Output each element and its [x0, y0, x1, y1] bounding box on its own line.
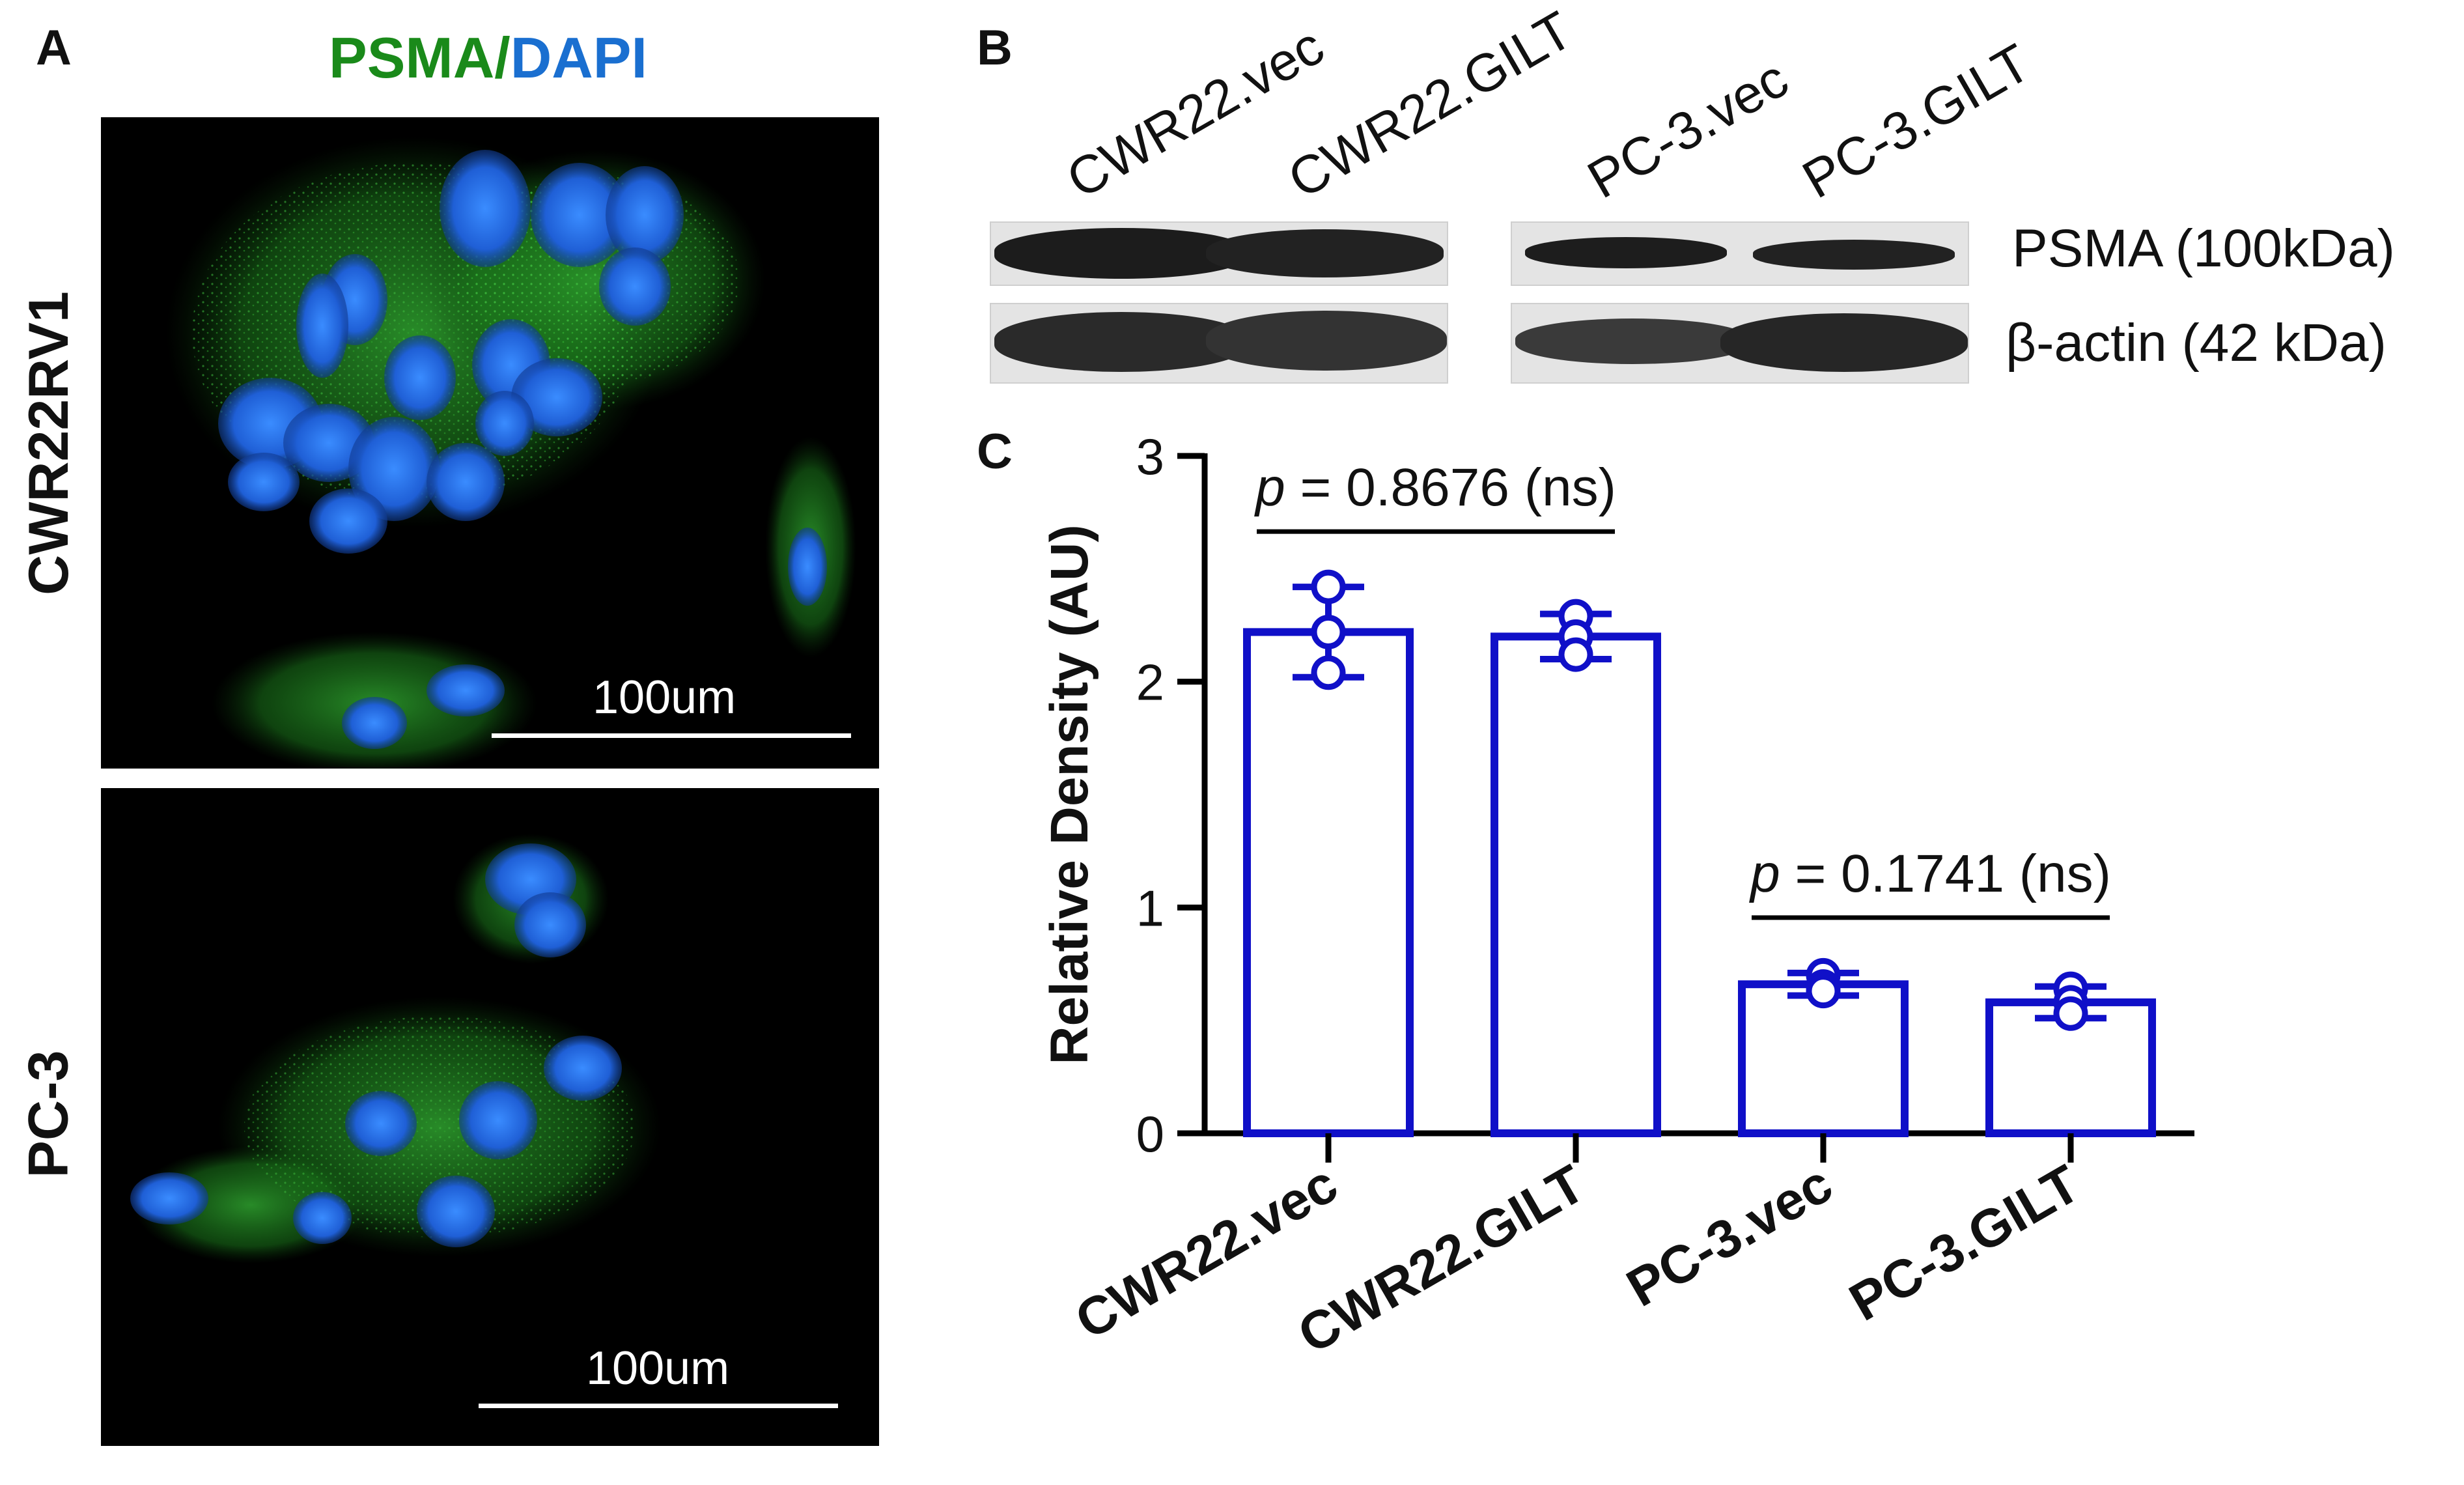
scale-bar-bottom — [479, 1404, 838, 1408]
micrograph-cwr22rv1: 100um — [101, 117, 879, 775]
lane-label-pc3-gilt: PC-3.GILT — [1793, 33, 2041, 210]
blot-actin-cwr22 — [990, 303, 1448, 384]
blot-psma-pc3 — [1511, 221, 1969, 286]
p-value-text: = 0.8676 (ns) — [1285, 458, 1616, 517]
data-point — [1311, 569, 1346, 604]
blot-actin-pc3 — [1511, 303, 1969, 384]
row-label-pc3-wrap: PC-3 — [13, 788, 85, 1439]
data-point — [1558, 637, 1593, 672]
micrograph-pc3-image — [130, 834, 661, 1264]
y-tick-label: 1 — [1136, 879, 1164, 937]
y-tick-label: 3 — [1136, 428, 1164, 485]
p-value-label: p = 0.8676 (ns) — [1253, 458, 1616, 517]
data-point — [1311, 655, 1346, 690]
y-axis-label: Relative Density (AU) — [1040, 524, 1099, 1064]
band-actin-pc3-gilt — [1720, 313, 1968, 372]
panel-c-letter: C — [977, 424, 1013, 479]
p-symbol: p — [1253, 458, 1285, 517]
data-point — [2053, 996, 2088, 1031]
micrograph-pc3: 100um — [101, 788, 879, 1446]
lane-label-cwr22-gilt: CWR22.GILT — [1278, 0, 1582, 210]
band-actin-pc3-vec — [1515, 318, 1750, 364]
data-point — [1311, 614, 1346, 649]
micrograph-cwr22rv1-image — [166, 137, 856, 775]
scale-bar-label-bottom: 100um — [586, 1342, 730, 1394]
row-label-cwr22rv1: CWR22RV1 — [17, 290, 80, 595]
panel-a-title: PSMA/DAPI — [329, 25, 647, 91]
title-separator: / — [494, 25, 511, 90]
p-value-label: p = 0.1741 (ns) — [1748, 844, 2111, 903]
band-label-actin: β-actin (42 kDa) — [2006, 313, 2387, 373]
y-tick-label: 2 — [1136, 654, 1164, 711]
panel-b-letter: B — [977, 20, 1013, 76]
scale-bar-label-top: 100um — [593, 672, 736, 724]
y-tick-label: 0 — [1136, 1105, 1164, 1163]
x-tick-label: PC-3.vec — [1617, 1154, 1842, 1318]
p-value-text: = 0.1741 (ns) — [1780, 844, 2111, 903]
row-label-pc3: PC-3 — [17, 1050, 80, 1178]
panel-a-letter: A — [36, 20, 72, 76]
scale-bar-top — [492, 733, 851, 738]
lane-label-pc3-vec: PC-3.vec — [1578, 48, 1799, 210]
p-symbol: p — [1748, 844, 1780, 903]
blot-psma-cwr22 — [990, 221, 1448, 286]
x-tick-label: PC-3.GILT — [1840, 1154, 2090, 1333]
dapi-label: DAPI — [510, 25, 647, 90]
band-psma-pc3-vec — [1525, 237, 1727, 268]
band-actin-cwr22-gilt — [1206, 311, 1447, 371]
bar — [1243, 628, 1414, 1137]
psma-label: PSMA — [329, 25, 495, 90]
band-psma-cwr22-gilt — [1206, 229, 1444, 277]
band-psma-pc3-gilt — [1753, 240, 1955, 270]
bar — [1491, 632, 1661, 1138]
data-point — [1806, 974, 1841, 1009]
row-label-cwr22rv1-wrap: CWR22RV1 — [13, 117, 85, 769]
bar — [1738, 980, 1909, 1138]
band-label-psma: PSMA (100kDa) — [2012, 219, 2395, 278]
